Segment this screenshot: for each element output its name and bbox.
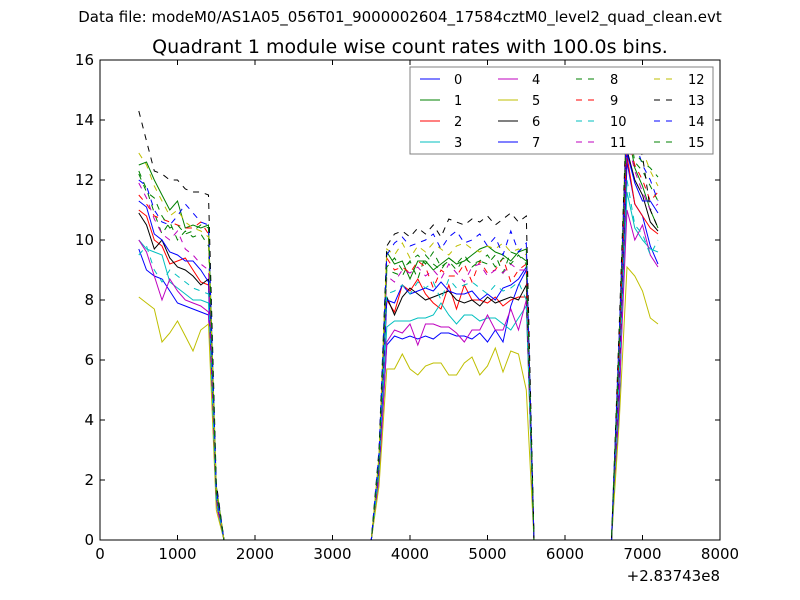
x-offset-label: +2.83743e8 <box>627 567 720 585</box>
legend-label-5: 5 <box>532 94 540 109</box>
x-tick-label: 0 <box>95 545 105 563</box>
y-tick-label: 8 <box>84 291 94 309</box>
series-line-12 <box>138 95 659 541</box>
y-tick-label: 12 <box>75 171 94 189</box>
x-tick-label: 1000 <box>158 545 196 563</box>
legend-label-8: 8 <box>610 73 618 88</box>
legend-label-4: 4 <box>532 73 540 88</box>
legend-label-1: 1 <box>454 94 462 109</box>
y-tick-label: 2 <box>84 471 94 489</box>
y-tick-label: 16 <box>75 51 94 69</box>
chart-title: Quadrant 1 module wise count rates with … <box>152 36 668 58</box>
legend-label-10: 10 <box>610 115 627 130</box>
y-tick-label: 4 <box>84 411 94 429</box>
series-line-8 <box>138 113 659 541</box>
x-tick-label: 2000 <box>236 545 274 563</box>
legend-label-9: 9 <box>610 94 618 109</box>
y-tick-label: 0 <box>84 531 94 549</box>
y-tick-label: 10 <box>75 231 94 249</box>
legend-label-14: 14 <box>688 115 705 130</box>
legend-label-12: 12 <box>688 73 705 88</box>
legend-label-7: 7 <box>532 136 540 151</box>
x-tick-label: 8000 <box>701 545 739 563</box>
suptitle: Data file: modeM0/AS1A05_056T01_90000026… <box>78 8 722 26</box>
series-lines <box>138 95 659 541</box>
legend-label-0: 0 <box>454 73 462 88</box>
series-line-13 <box>138 98 659 541</box>
x-tick-label: 3000 <box>313 545 351 563</box>
x-tick-label: 5000 <box>468 545 506 563</box>
legend-label-13: 13 <box>688 94 705 109</box>
legend-box <box>409 66 714 155</box>
legend-label-6: 6 <box>532 115 540 130</box>
y-tick-label: 14 <box>75 111 94 129</box>
legend-label-3: 3 <box>454 136 462 151</box>
x-tick-label: 7000 <box>623 545 661 563</box>
series-line-15 <box>138 119 659 541</box>
legend-label-11: 11 <box>610 136 627 151</box>
axes: 0 1000 2000 3000 4000 5000 6000 7000 80000246810… <box>75 51 739 585</box>
x-tick-label: 4000 <box>391 545 429 563</box>
series-line-1 <box>138 125 659 541</box>
x-tick-label: 6000 <box>546 545 584 563</box>
series-line-14 <box>138 110 659 541</box>
legend-label-15: 15 <box>688 136 705 151</box>
legend-label-2: 2 <box>454 115 462 130</box>
y-tick-label: 6 <box>84 351 94 369</box>
